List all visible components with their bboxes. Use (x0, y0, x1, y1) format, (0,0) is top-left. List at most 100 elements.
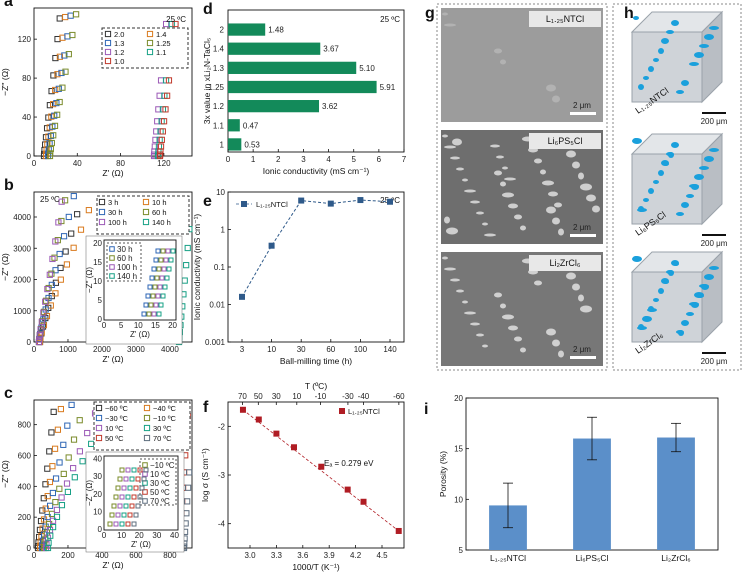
sem-texture-spot (444, 23, 456, 27)
inset-point (145, 293, 151, 299)
x-tick-label: 3000 (127, 345, 145, 354)
bar (228, 100, 320, 113)
pore-blob (638, 84, 644, 90)
x-tick-label: 1000 (59, 345, 77, 354)
impedance-point (51, 122, 59, 129)
x-tick-label: 3.3 (271, 551, 283, 560)
inset-frame (103, 239, 177, 321)
inset-y-tick-label: 5 (98, 296, 103, 305)
pore-blob (661, 38, 669, 44)
sem-texture-spot (548, 191, 558, 197)
panel-letter-b: b (4, 177, 14, 194)
legend-marker (95, 424, 103, 432)
x-tick-label: 200 (61, 551, 75, 560)
data-point (268, 242, 275, 249)
inset-y-tick-label: 0 (98, 525, 103, 534)
inset-x-tick-label: 0 (102, 531, 107, 540)
pore-blob (691, 302, 699, 308)
inset-legend-marker (109, 246, 115, 252)
impedance-point (185, 484, 192, 491)
inset-point (157, 284, 163, 290)
scale-bar (570, 234, 596, 237)
impedance-point (70, 244, 77, 251)
sem-texture-spot (452, 138, 462, 146)
impedance-point (172, 20, 179, 28)
y-tick-label: 0.01 (209, 301, 225, 310)
y-tick-label: 0 (27, 338, 32, 347)
bar (657, 437, 695, 550)
inset-point (131, 494, 137, 500)
impedance-point (59, 84, 66, 91)
inset-point (127, 485, 133, 491)
inset-point (123, 503, 129, 509)
legend-label: 1.4 (156, 30, 166, 39)
sem-texture-spot (558, 228, 564, 236)
impedance-point (153, 128, 160, 135)
sem-texture-spot (456, 167, 464, 171)
sem-texture-spot (554, 202, 562, 208)
legend-marker (142, 208, 150, 216)
inset-point (141, 476, 147, 482)
sem-texture-spot (586, 194, 596, 202)
legend-label: 70 ºC (153, 434, 172, 443)
impedance-point (76, 417, 83, 424)
inset-legend-box (139, 458, 177, 506)
impedance-point (52, 54, 59, 62)
inset-point (129, 476, 135, 482)
sem-texture-spot (504, 177, 516, 181)
line-chart-frame (227, 191, 405, 343)
y-tick-label: 120 (18, 35, 32, 44)
pore-blob (668, 270, 674, 276)
inset-y-tick-label: 20 (93, 239, 102, 248)
impedance-point (59, 34, 66, 41)
pore-blob (696, 294, 704, 298)
temperature-label: 25 ºC (380, 15, 400, 24)
data-point (291, 444, 297, 451)
sem-texture-spot (542, 180, 554, 186)
pore-blob (691, 184, 699, 190)
inset-y-tick-label: 15 (93, 258, 102, 267)
inset-y-axis-label: −Z'' (Ω) (85, 267, 94, 293)
inset-x-tick-label: 40 (170, 531, 179, 540)
inset-point (133, 512, 139, 518)
pore-blob (689, 62, 699, 66)
impedance-point (37, 326, 44, 333)
pore-blob (704, 274, 714, 280)
category-label: L₁.₂₅NTCl (490, 553, 526, 563)
inset-point (107, 521, 113, 527)
inset-legend-label: 30 h (117, 245, 133, 254)
x-axis-label: 1000/T (K⁻¹) (292, 562, 339, 572)
impedance-point (73, 11, 80, 18)
inset-point (165, 248, 171, 254)
legend-marker (143, 404, 151, 412)
impedance-point (50, 101, 57, 108)
bar (228, 138, 242, 151)
inset-point (156, 266, 162, 272)
inset-legend-label: 100 h (117, 263, 137, 272)
inset-point (156, 311, 162, 317)
y-tick-label: 0 (27, 152, 32, 161)
inset-x-axis-label: Z' (Ω) (131, 540, 151, 549)
category-label: 1.2 (213, 102, 225, 111)
y-tick-label: 3000 (13, 244, 31, 253)
sem-texture-spot (572, 283, 580, 291)
legend-marker (142, 218, 150, 226)
x-tick-label: 10 (267, 345, 276, 354)
sem-texture-spot (540, 169, 546, 175)
inset-point (161, 266, 167, 272)
bar (228, 23, 266, 36)
legend-label: L₁.₂₅NTCl (256, 200, 288, 209)
impedance-point (55, 219, 62, 226)
sem-label-box (529, 255, 601, 271)
fit-line (242, 409, 399, 532)
top-tick-label: -10 (315, 392, 327, 401)
inset-x-tick-label: 0 (102, 321, 107, 330)
arrhenius-frame (227, 401, 405, 549)
sem-texture-spot (500, 303, 506, 309)
impedance-point (68, 401, 75, 409)
sem-texture-spot (442, 256, 448, 260)
impedance-point (58, 69, 65, 77)
pore-blob (658, 288, 664, 294)
impedance-point (85, 207, 92, 214)
